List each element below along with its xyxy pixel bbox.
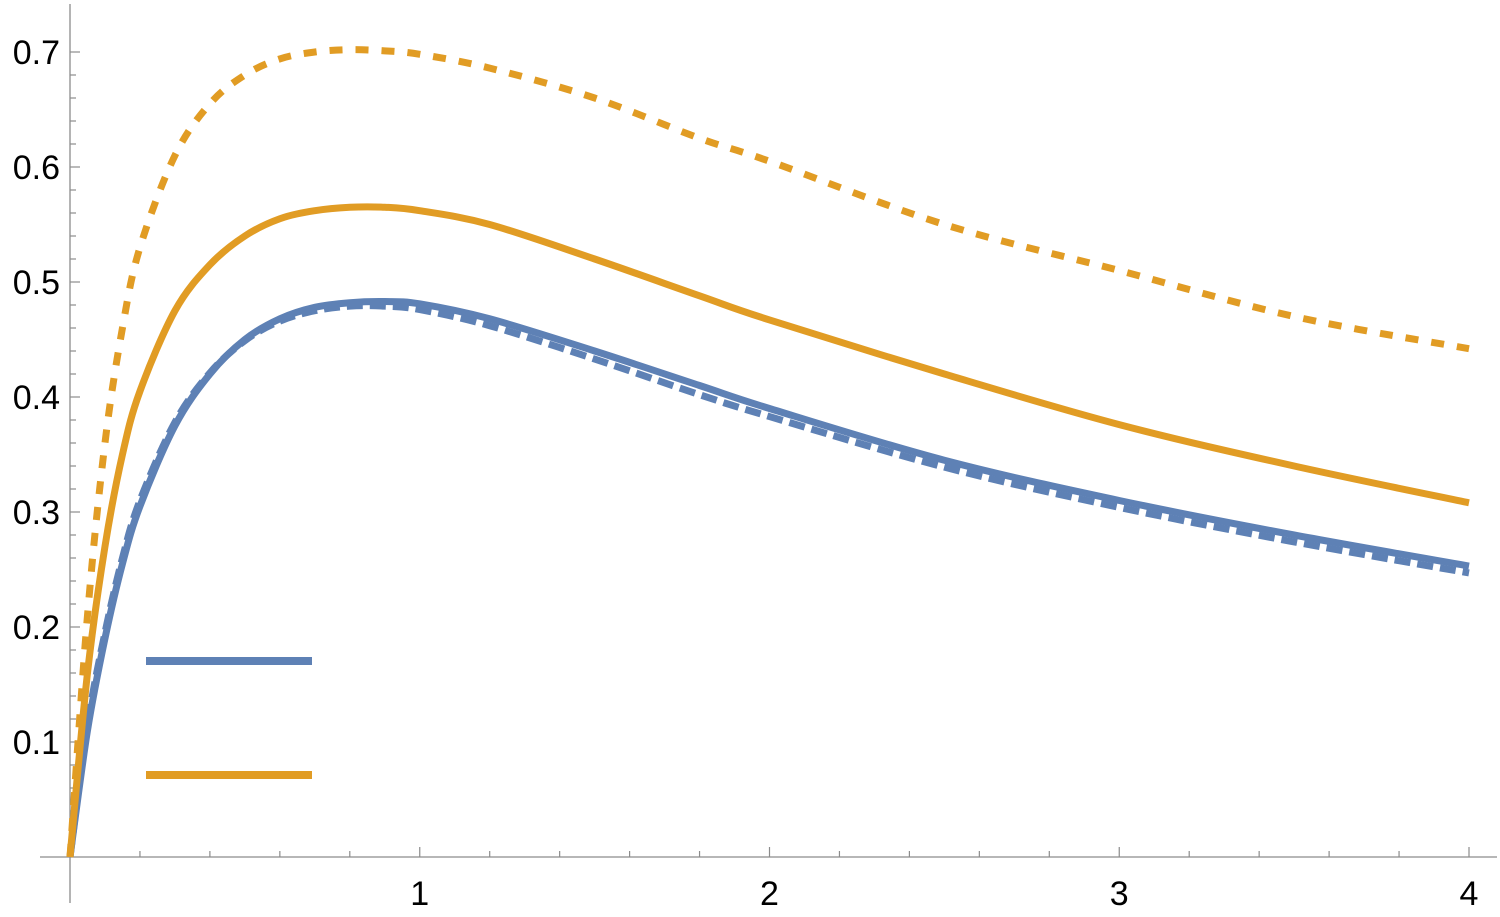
- axes: [40, 4, 1497, 903]
- tick-labels: 1 2 3 4 0.1 0.2 0.3 0.4 0.5 0.6 0.7: [13, 34, 1479, 913]
- x-tick-label: 2: [760, 875, 779, 913]
- y-tick-label: 0.4: [13, 379, 60, 417]
- y-tick-label: 0.7: [13, 34, 60, 72]
- y-tick-label: 0.6: [13, 149, 60, 187]
- y-tick-label: 0.2: [13, 609, 60, 647]
- plot-area: [66, 46, 1470, 858]
- y-tick-label: 0.5: [13, 264, 60, 302]
- legend: [146, 657, 312, 779]
- x-tick-label: 3: [1110, 875, 1129, 913]
- series-line-4-dotted: [66, 46, 1470, 858]
- y-tick-label: 0.1: [13, 724, 60, 762]
- y-tick-label: 0.3: [13, 494, 60, 532]
- series-line-3-solid: [66, 203, 1470, 858]
- x-tick-label: 1: [410, 875, 429, 913]
- ticks: [70, 51, 1470, 857]
- x-tick-label: 4: [1460, 875, 1479, 913]
